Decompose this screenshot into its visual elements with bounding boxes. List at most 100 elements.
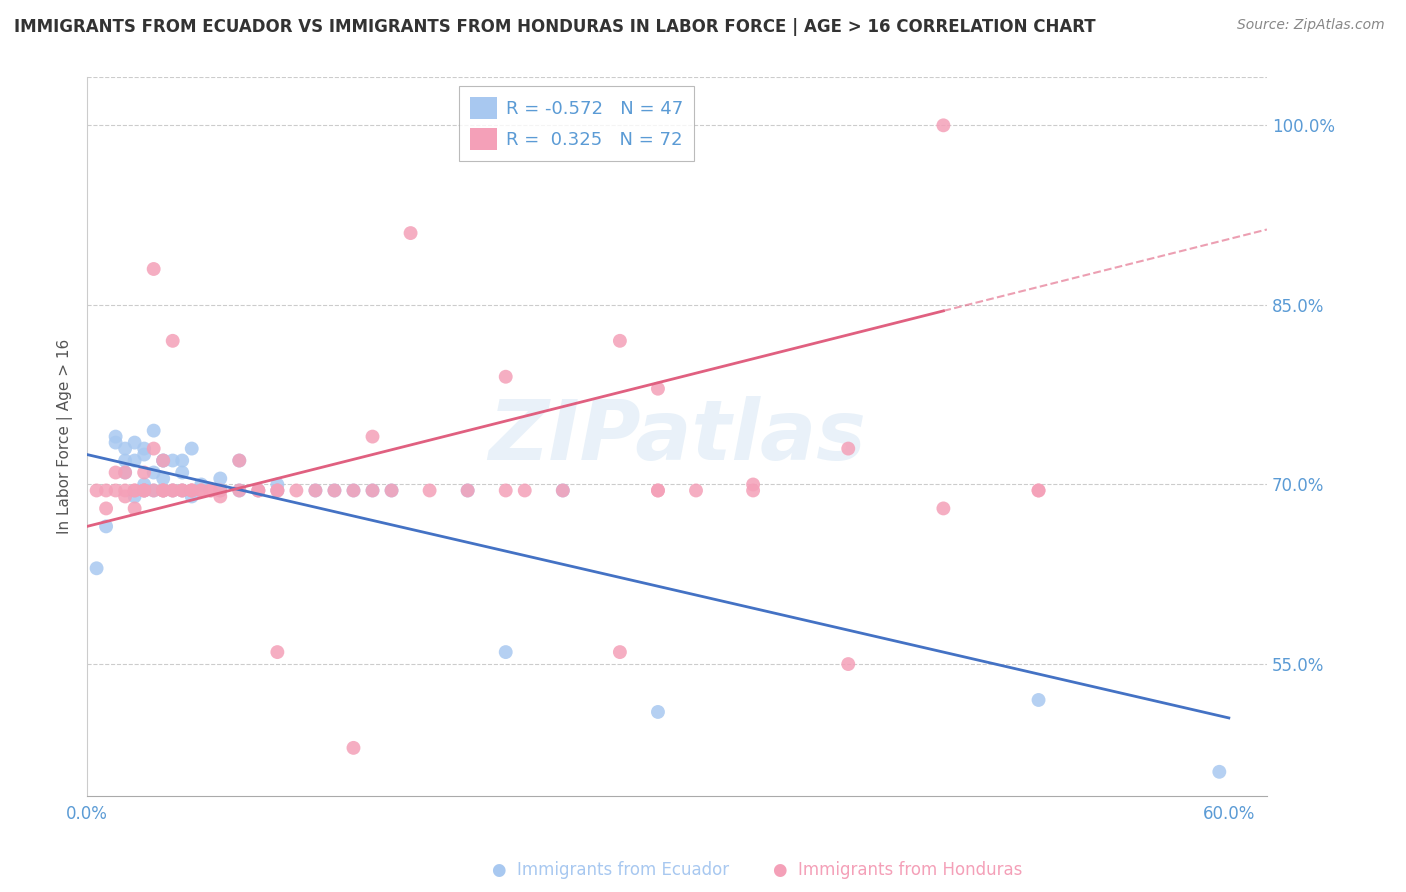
Point <box>152 453 174 467</box>
Point <box>647 382 669 396</box>
Point <box>152 453 174 467</box>
Point <box>124 453 146 467</box>
Point <box>172 483 194 498</box>
Point <box>142 483 165 498</box>
Point <box>266 645 288 659</box>
Point <box>380 483 402 498</box>
Point <box>142 424 165 438</box>
Point <box>124 490 146 504</box>
Point <box>180 483 202 498</box>
Point <box>1208 764 1230 779</box>
Point <box>134 483 156 498</box>
Point <box>609 645 631 659</box>
Point <box>94 483 117 498</box>
Point <box>247 483 270 498</box>
Y-axis label: In Labor Force | Age > 16: In Labor Force | Age > 16 <box>58 339 73 534</box>
Point <box>152 483 174 498</box>
Point <box>114 453 136 467</box>
Point <box>104 466 127 480</box>
Point <box>142 262 165 277</box>
Point <box>172 483 194 498</box>
Text: ●  Immigrants from Honduras: ● Immigrants from Honduras <box>773 861 1022 879</box>
Point <box>104 429 127 443</box>
Point <box>551 483 574 498</box>
Point <box>647 705 669 719</box>
Point <box>162 483 184 498</box>
Point <box>200 483 222 498</box>
Point <box>190 483 212 498</box>
Point <box>114 442 136 456</box>
Point <box>1028 483 1050 498</box>
Point <box>685 483 707 498</box>
Point <box>134 483 156 498</box>
Legend: R = -0.572   N = 47, R =  0.325   N = 72: R = -0.572 N = 47, R = 0.325 N = 72 <box>460 87 695 161</box>
Point <box>342 740 364 755</box>
Point <box>304 483 326 498</box>
Point <box>142 483 165 498</box>
Point <box>1028 693 1050 707</box>
Point <box>172 483 194 498</box>
Point <box>361 429 384 443</box>
Point <box>114 466 136 480</box>
Text: ●  Immigrants from Ecuador: ● Immigrants from Ecuador <box>492 861 730 879</box>
Point <box>361 483 384 498</box>
Point <box>152 483 174 498</box>
Point <box>932 501 955 516</box>
Point <box>342 483 364 498</box>
Point <box>114 490 136 504</box>
Point <box>228 453 250 467</box>
Point <box>495 483 517 498</box>
Point <box>647 483 669 498</box>
Point <box>228 483 250 498</box>
Point <box>304 483 326 498</box>
Point <box>209 483 232 498</box>
Point <box>457 483 479 498</box>
Point <box>134 483 156 498</box>
Point <box>104 483 127 498</box>
Point <box>162 483 184 498</box>
Point <box>266 483 288 498</box>
Point <box>180 483 202 498</box>
Point <box>142 466 165 480</box>
Point <box>380 483 402 498</box>
Point <box>399 226 422 240</box>
Point <box>172 466 194 480</box>
Point <box>1028 483 1050 498</box>
Point <box>361 483 384 498</box>
Point <box>190 483 212 498</box>
Point <box>152 471 174 485</box>
Point <box>162 334 184 348</box>
Point <box>932 119 955 133</box>
Point <box>837 442 859 456</box>
Point <box>647 483 669 498</box>
Point <box>742 483 765 498</box>
Point <box>86 561 108 575</box>
Point <box>247 483 270 498</box>
Point <box>114 483 136 498</box>
Point <box>134 466 156 480</box>
Point <box>342 483 364 498</box>
Point <box>94 501 117 516</box>
Point <box>152 483 174 498</box>
Point <box>172 453 194 467</box>
Point <box>124 483 146 498</box>
Point <box>134 477 156 491</box>
Point <box>609 334 631 348</box>
Point <box>266 477 288 491</box>
Point <box>152 453 174 467</box>
Point <box>742 477 765 491</box>
Point <box>247 483 270 498</box>
Point <box>551 483 574 498</box>
Point <box>200 483 222 498</box>
Point <box>124 435 146 450</box>
Point <box>180 483 202 498</box>
Point <box>495 369 517 384</box>
Point <box>457 483 479 498</box>
Point <box>285 483 308 498</box>
Point <box>323 483 346 498</box>
Point <box>837 657 859 671</box>
Point <box>266 483 288 498</box>
Point <box>495 645 517 659</box>
Point <box>209 490 232 504</box>
Point <box>152 483 174 498</box>
